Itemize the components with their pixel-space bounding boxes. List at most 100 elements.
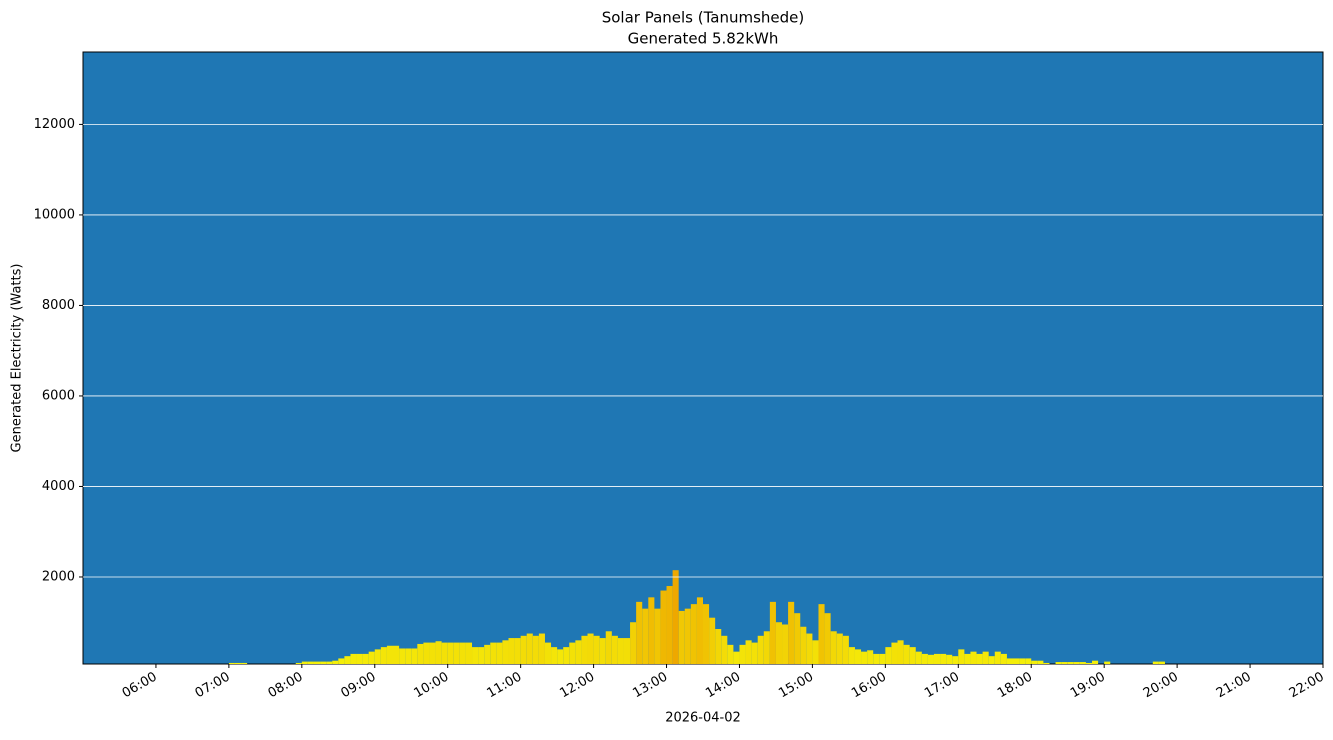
bar — [496, 642, 503, 664]
bar — [599, 638, 606, 664]
bar — [788, 601, 795, 664]
bar — [988, 656, 995, 664]
x-tick-label: 22:00 — [1287, 670, 1327, 702]
bar — [393, 645, 400, 664]
bar — [581, 635, 588, 664]
bar — [654, 608, 661, 664]
bar — [520, 635, 527, 664]
x-tick-label: 13:00 — [630, 670, 670, 702]
bar — [709, 617, 716, 664]
bar — [587, 633, 594, 664]
bar — [301, 661, 308, 664]
bar — [909, 647, 916, 664]
x-tick-label: 08:00 — [266, 670, 306, 702]
bar — [623, 638, 631, 664]
bar — [593, 635, 600, 664]
bar — [332, 660, 339, 664]
bar — [836, 633, 843, 664]
bar — [848, 647, 855, 664]
x-axis-label: 2026-04-02 — [665, 711, 741, 726]
bar — [903, 644, 910, 664]
bar — [696, 597, 703, 664]
bar — [405, 648, 412, 664]
bar — [386, 645, 393, 664]
bar — [411, 648, 418, 664]
bar — [1067, 662, 1074, 664]
bar — [818, 604, 825, 664]
bar — [350, 653, 357, 664]
bar — [532, 635, 539, 664]
bar — [417, 643, 424, 664]
bar — [502, 640, 509, 664]
chart-subtitle: Generated 5.82kWh — [628, 30, 779, 48]
bar — [994, 651, 1001, 664]
bar — [1055, 662, 1062, 664]
bar — [557, 649, 564, 664]
bar — [241, 662, 248, 664]
bar — [478, 647, 485, 664]
bar — [423, 642, 430, 664]
bar — [234, 662, 242, 664]
bar — [721, 635, 728, 664]
bar — [320, 661, 327, 664]
bar — [763, 631, 770, 664]
bar — [1000, 653, 1007, 664]
bar — [915, 651, 922, 664]
bar — [897, 640, 904, 664]
bar — [368, 651, 375, 664]
bar — [1092, 660, 1099, 664]
bar — [824, 613, 831, 664]
bar — [508, 638, 515, 664]
x-tick-label: 11:00 — [484, 670, 524, 702]
x-tick-label: 06:00 — [120, 670, 160, 702]
bar — [733, 651, 740, 664]
bar — [605, 631, 612, 664]
bar — [684, 608, 691, 664]
bar — [812, 640, 819, 664]
x-tick-label: 21:00 — [1214, 670, 1254, 702]
bar — [794, 613, 801, 664]
bar — [295, 662, 302, 664]
bars — [228, 570, 1165, 664]
bar — [806, 633, 813, 664]
bar — [940, 653, 947, 664]
bar — [970, 651, 977, 664]
bar — [1152, 661, 1159, 664]
bar — [1061, 662, 1068, 664]
bar — [648, 597, 655, 664]
bar — [921, 653, 928, 664]
chart-title: Solar Panels (Tanumshede) — [602, 9, 805, 27]
x-tick-label: 20:00 — [1141, 670, 1181, 702]
bar — [551, 647, 558, 664]
bar — [775, 622, 783, 664]
bar — [982, 651, 989, 664]
bar — [356, 653, 363, 664]
x-tick-label: 19:00 — [1068, 670, 1108, 702]
x-tick-label: 12:00 — [557, 670, 597, 702]
bar — [435, 641, 442, 664]
x-tick-label: 17:00 — [922, 670, 962, 702]
bar — [666, 586, 673, 664]
bar — [1019, 658, 1026, 664]
bar — [1013, 658, 1020, 664]
bar — [690, 604, 697, 664]
x-tick-label: 10:00 — [412, 670, 452, 702]
bar — [1043, 662, 1050, 664]
bar — [453, 642, 460, 664]
y-tick-label: 12000 — [34, 117, 75, 132]
bar — [1031, 660, 1038, 664]
bar — [630, 622, 637, 664]
bar — [563, 647, 570, 664]
bar — [465, 642, 473, 664]
bar — [927, 654, 934, 664]
bar — [617, 638, 624, 664]
bar — [739, 644, 746, 664]
bar — [745, 640, 752, 664]
bar — [514, 638, 521, 664]
bar — [472, 647, 479, 664]
plot-area — [82, 51, 1324, 665]
y-tick-label: 8000 — [42, 298, 75, 313]
y-tick-label: 2000 — [42, 569, 75, 584]
bar — [879, 653, 886, 664]
